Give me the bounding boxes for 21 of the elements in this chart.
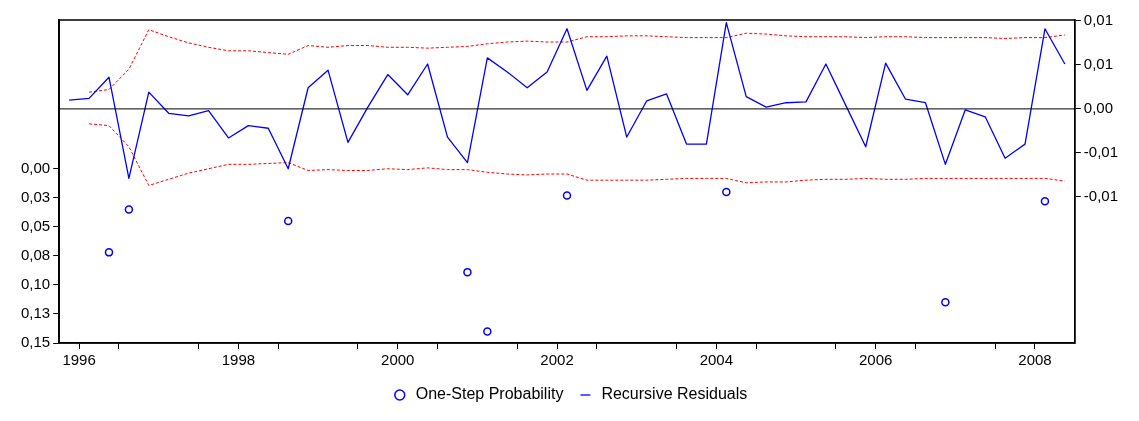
y2-tick-label: 0,01 [1083, 55, 1114, 73]
y-tick-label: 0,15 [20, 333, 51, 351]
y-tick-label: 0,03 [20, 187, 51, 205]
x-tick-label: 2004 [699, 351, 734, 369]
x-tick-label: 1998 [221, 351, 256, 369]
y-tick-label: 0,10 [20, 275, 51, 293]
y-tick-label: 0,13 [20, 304, 51, 322]
x-tick-label: 2006 [858, 351, 893, 369]
y2-tick-label: 0,00 [1083, 99, 1114, 117]
y2-tick-label: -0,01 [1083, 143, 1119, 161]
legend-label: One-Step Probability [415, 385, 564, 403]
x-tick-label: 2000 [381, 351, 415, 369]
x-tick-label: 2002 [540, 351, 574, 369]
y2-tick-label: -0,01 [1083, 187, 1119, 205]
y-tick-label: 0,05 [20, 216, 51, 234]
x-tick-label: 2008 [1018, 351, 1052, 369]
legend-label: Recursive Residuals [601, 385, 748, 403]
x-tick-label: 1996 [62, 351, 96, 369]
y-tick-label: 0,00 [20, 158, 51, 176]
y-tick-label: 0,08 [20, 246, 51, 263]
y2-tick-label: 0,01 [1083, 11, 1114, 29]
